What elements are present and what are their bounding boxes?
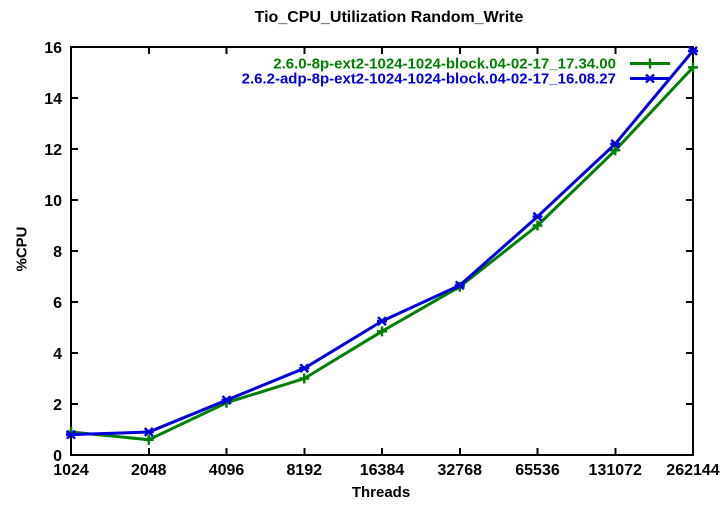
x-tick-label: 2048	[131, 462, 167, 479]
chart-title: Tio_CPU_Utilization Random_Write	[254, 9, 524, 26]
x-axis-title: Threads	[351, 484, 411, 501]
legend-sample-marker	[645, 58, 655, 69]
data-point-marker	[610, 145, 621, 156]
legend-entry-label: 2.6.0-8p-ext2-1024-1024-block.04-02-17_1…	[273, 56, 616, 73]
y-tick-label: 14	[44, 91, 62, 108]
x-tick-label: 4096	[209, 462, 245, 479]
series-line-1	[70, 49, 695, 437]
y-tick-label: 8	[53, 244, 62, 261]
data-point-marker	[299, 373, 310, 384]
x-tick-label: 131072	[589, 462, 642, 479]
x-tick-label: 65536	[515, 462, 560, 479]
data-point-marker	[377, 316, 387, 327]
x-tick-label: 262144	[666, 462, 719, 479]
series-line-0	[70, 66, 695, 442]
data-point-marker	[221, 395, 232, 406]
y-tick-label: 4	[53, 346, 62, 363]
data-point-marker	[66, 429, 76, 440]
y-axis-title: %CPU	[13, 226, 31, 272]
data-point-marker	[688, 62, 698, 73]
x-tick-label: 8192	[286, 462, 322, 479]
legend-sample-marker	[645, 73, 655, 84]
y-tick-label: 6	[53, 295, 62, 312]
legend-entry-label: 2.6.2-adp-8p-ext2-1024-1024-block.04-02-…	[242, 71, 616, 88]
plot-border	[70, 46, 694, 456]
x-tick-label: 16384	[360, 462, 405, 479]
data-point-marker	[532, 220, 543, 231]
data-point-marker	[377, 326, 387, 337]
data-point-marker	[454, 280, 465, 291]
y-tick-label: 12	[44, 142, 62, 159]
x-tick-label: 32768	[438, 462, 483, 479]
data-point-marker	[143, 427, 154, 437]
data-point-marker	[299, 363, 310, 374]
y-tick-label: 16	[44, 40, 62, 57]
x-tick-label: 1024	[53, 462, 89, 479]
y-tick-label: 2	[53, 397, 62, 414]
data-point-marker	[143, 434, 154, 445]
y-tick-label: 0	[53, 448, 62, 465]
data-point-marker	[688, 45, 698, 56]
data-point-marker	[610, 139, 621, 149]
y-tick-label: 10	[44, 193, 62, 210]
data-point-marker	[532, 211, 543, 222]
